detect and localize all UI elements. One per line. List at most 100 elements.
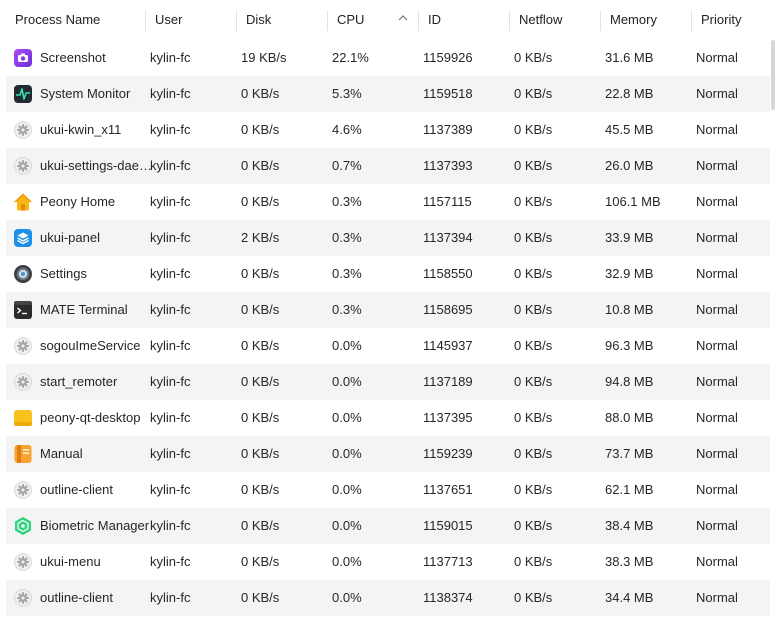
process-disk: 0 KB/s	[241, 482, 280, 497]
table-row[interactable]: outline-client kylin-fc 0 KB/s 0.0% 1138374 0…	[6, 580, 770, 616]
process-id: 1137651	[423, 482, 473, 497]
process-name: System Monitor	[40, 86, 131, 101]
table-row[interactable]: Screenshot kylin-fc 19 KB/s 22.1% 1159926 0 K…	[6, 40, 770, 76]
process-name: Manual	[40, 446, 83, 461]
process-memory: 31.6 MB	[605, 50, 654, 65]
process-cpu: 0.0%	[332, 374, 362, 389]
column-divider[interactable]	[327, 10, 328, 31]
table-row[interactable]: ukui-menu kylin-fc 0 KB/s 0.0% 1137713 0 KB/s…	[6, 544, 770, 580]
column-divider[interactable]	[509, 10, 510, 31]
table-row[interactable]: ukui-settings-daemon kylin-fc 0 KB/s 0.7% 11…	[6, 148, 770, 184]
column-divider[interactable]	[418, 10, 419, 31]
process-netflow: 0 KB/s	[514, 266, 553, 281]
process-priority: Normal	[696, 554, 738, 569]
system-monitor-icon	[13, 84, 33, 104]
column-header-process-name[interactable]: Process Name	[15, 12, 101, 27]
process-user: kylin-fc	[150, 50, 191, 65]
home-icon	[13, 192, 33, 212]
process-id: 1137395	[423, 410, 473, 425]
process-netflow: 0 KB/s	[514, 338, 553, 353]
column-divider[interactable]	[236, 10, 237, 31]
process-disk: 0 KB/s	[241, 374, 280, 389]
table-row[interactable]: Peony Home kylin-fc 0 KB/s 0.3% 1157115 0 KB/…	[6, 184, 770, 220]
process-priority: Normal	[696, 338, 738, 353]
process-memory: 45.5 MB	[605, 122, 654, 137]
gear-icon	[13, 372, 33, 392]
vertical-scrollbar[interactable]	[771, 40, 775, 110]
process-user: kylin-fc	[150, 590, 191, 605]
process-memory: 22.8 MB	[605, 86, 654, 101]
table-row[interactable]: Settings kylin-fc 0 KB/s 0.3% 1158550 0 KB/s 3…	[6, 256, 770, 292]
table-row[interactable]: peony-qt-desktop kylin-fc 0 KB/s 0.0% 113739…	[6, 400, 770, 436]
process-netflow: 0 KB/s	[514, 374, 553, 389]
process-priority: Normal	[696, 590, 738, 605]
gear-icon	[13, 588, 33, 608]
process-cpu: 0.3%	[332, 302, 362, 317]
process-user: kylin-fc	[150, 518, 191, 533]
process-cpu: 0.0%	[332, 410, 362, 425]
process-memory: 34.4 MB	[605, 590, 654, 605]
process-priority: Normal	[696, 230, 738, 245]
column-header-priority[interactable]: Priority	[701, 12, 742, 27]
process-cpu: 0.0%	[332, 338, 362, 353]
column-header-netflow[interactable]: Netflow	[519, 12, 563, 27]
process-memory: 33.9 MB	[605, 230, 654, 245]
gear-icon	[13, 120, 33, 140]
process-priority: Normal	[696, 158, 738, 173]
gear-icon	[13, 156, 33, 176]
column-header-user[interactable]: User	[155, 12, 183, 27]
process-name: start_remoter	[40, 374, 118, 389]
process-name: Peony Home	[40, 194, 116, 209]
manual-icon	[13, 444, 33, 464]
table-row[interactable]: ukui-panel kylin-fc 2 KB/s 0.3% 1137394 0 KB/…	[6, 220, 770, 256]
process-netflow: 0 KB/s	[514, 554, 553, 569]
process-memory: 32.9 MB	[605, 266, 654, 281]
process-user: kylin-fc	[150, 410, 191, 425]
gear-icon	[13, 552, 33, 572]
process-user: kylin-fc	[150, 554, 191, 569]
process-name: sogouImeService	[40, 338, 141, 353]
process-name: ukui-kwin_x11	[40, 122, 122, 137]
table-row[interactable]: Biometric Manager kylin-fc 0 KB/s 0.0% 11590…	[6, 508, 770, 544]
process-netflow: 0 KB/s	[514, 590, 553, 605]
column-header-memory[interactable]: Memory	[610, 12, 657, 27]
process-user: kylin-fc	[150, 230, 191, 245]
process-cpu: 0.0%	[332, 518, 362, 533]
process-priority: Normal	[696, 266, 738, 281]
column-divider[interactable]	[691, 10, 692, 31]
process-user: kylin-fc	[150, 482, 191, 497]
process-cpu: 0.7%	[332, 158, 362, 173]
process-name: ukui-panel	[40, 230, 100, 245]
process-id: 1137394	[423, 230, 473, 245]
process-user: kylin-fc	[150, 446, 191, 461]
table-row[interactable]: sogouImeService kylin-fc 0 KB/s 0.0% 1145937…	[6, 328, 770, 364]
process-disk: 0 KB/s	[241, 590, 280, 605]
process-id: 1137393	[423, 158, 473, 173]
process-netflow: 0 KB/s	[514, 482, 553, 497]
sort-indicator-icon[interactable]	[398, 15, 408, 21]
column-divider[interactable]	[600, 10, 601, 31]
column-divider[interactable]	[145, 10, 146, 31]
process-priority: Normal	[696, 122, 738, 137]
process-cpu: 0.0%	[332, 554, 362, 569]
process-id: 1145937	[423, 338, 473, 353]
table-row[interactable]: outline-client kylin-fc 0 KB/s 0.0% 1137651 0…	[6, 472, 770, 508]
process-name: outline-client	[40, 590, 113, 605]
column-header-cpu[interactable]: CPU	[337, 12, 365, 27]
table-row[interactable]: Manual kylin-fc 0 KB/s 0.0% 1159239 0 KB/s 73.…	[6, 436, 770, 472]
column-header-id[interactable]: ID	[428, 12, 441, 27]
table-row[interactable]: ukui-kwin_x11 kylin-fc 0 KB/s 4.6% 1137389 0 …	[6, 112, 770, 148]
table-row[interactable]: MATE Terminal kylin-fc 0 KB/s 0.3% 1158695 0 …	[6, 292, 770, 328]
process-memory: 38.4 MB	[605, 518, 654, 533]
column-header-disk[interactable]: Disk	[246, 12, 272, 27]
process-priority: Normal	[696, 518, 738, 533]
process-netflow: 0 KB/s	[514, 518, 553, 533]
process-name: Biometric Manager	[40, 518, 150, 533]
process-disk: 0 KB/s	[241, 158, 280, 173]
table-row[interactable]: System Monitor kylin-fc 0 KB/s 5.3% 1159518 0…	[6, 76, 770, 112]
process-memory: 26.0 MB	[605, 158, 654, 173]
process-user: kylin-fc	[150, 338, 191, 353]
table-row[interactable]: start_remoter kylin-fc 0 KB/s 0.0% 1137189 0 …	[6, 364, 770, 400]
settings-app-icon	[13, 264, 33, 284]
